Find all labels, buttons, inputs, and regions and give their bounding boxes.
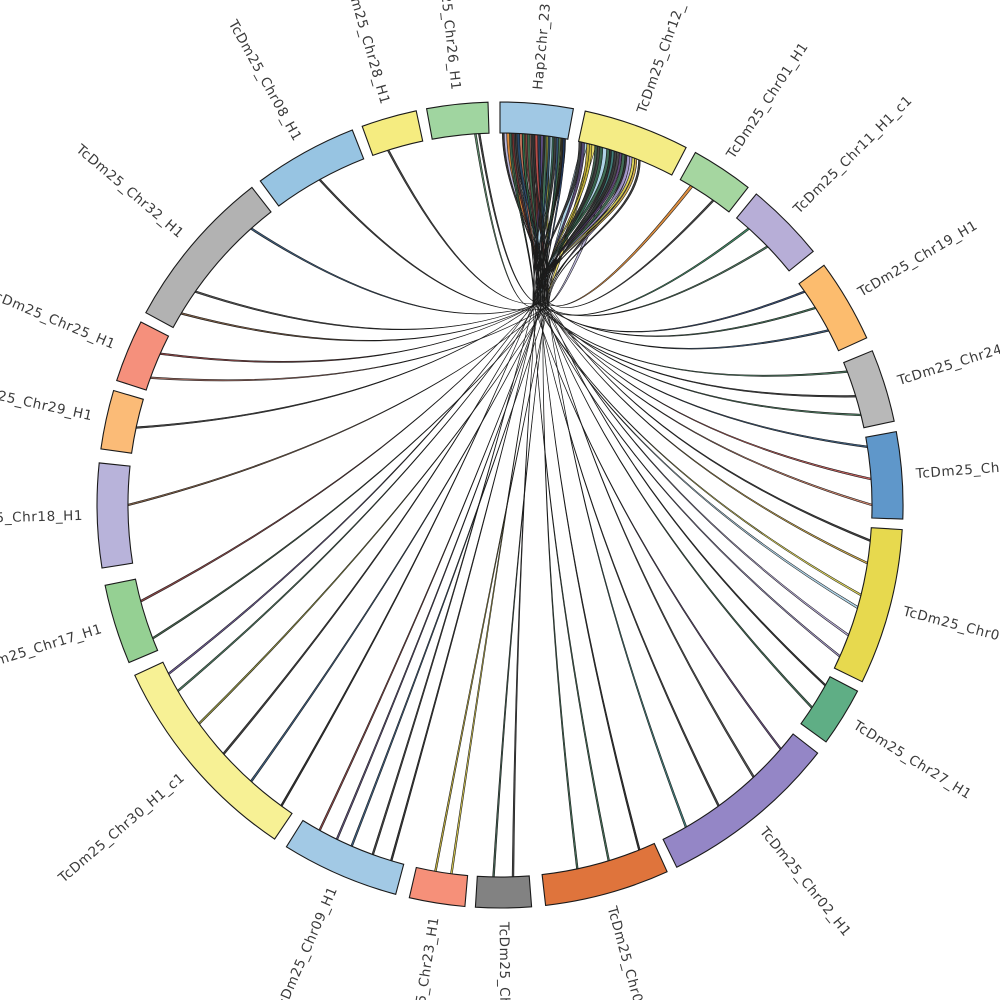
segment-label-TcDm25_Chr0_right: TcDm25_Chr0	[900, 603, 1000, 644]
chromosome-segment-TcDm25_Chr02_H1	[662, 733, 819, 868]
chromosome-segment-TcDm25_Chr19_H1	[798, 264, 868, 352]
chord-link	[546, 149, 688, 828]
chord-links-layer	[127, 132, 873, 878]
chromosome-segment-TcDm25_Chr12	[577, 110, 687, 176]
chromosome-segment-TcDm25_Chr0_bottom	[541, 842, 668, 907]
segment-label-TcDm25_Chr23_H1: TcDm25_Chr23_H1	[405, 916, 442, 1000]
segment-label-TcDm25_Chr12: TcDm25_Chr12_	[634, 1, 689, 117]
segment-label-TcDm25_Chr32_H1: TcDm25_Chr32_H1	[72, 141, 187, 242]
segment-label-TcDm25_Chr25_H1: TcDm25_Chr25_H1	[0, 286, 118, 353]
segment-label-TcDm25_Chr30_H1_c1: TcDm25_Chr30_H1_c1	[55, 770, 188, 887]
segment-label-TcDm25_Chr17_H1: TcDm25_Chr17_H1	[0, 621, 104, 677]
segment-label-TcDm25_Ch_bottom: TcDm25_Ch	[496, 921, 513, 1000]
segment-label-TcDm25_Chr27_H1: TcDm25_Chr27_H1	[850, 717, 975, 803]
chromosome-segment-TcDm25_Chr11_H1_c1	[735, 193, 814, 272]
chromosome-segment-TcDm25_Chr25_H1	[116, 321, 170, 391]
segment-label-TcDm25_Chr11_H1_c1: TcDm25_Chr11_H1_c1	[790, 93, 916, 218]
chromosome-segment-TcDm25_Chr26_H1	[425, 101, 490, 140]
chromosome-segment-TcDm25_Chr17_H1	[104, 578, 159, 664]
chromosome-segments-layer	[96, 101, 904, 909]
chromosome-segment-TcDm25_Chr0_right	[833, 527, 903, 683]
chromosome-segment-TcDm25_Chr08_H1	[259, 129, 365, 207]
chromosome-segment-TcDm25_Ch_bottom	[474, 875, 533, 909]
chord-link	[222, 136, 557, 756]
chromosome-segment-TcDm25_Chr24	[842, 350, 895, 429]
chromosome-segment-TcDm25_Chr01_H1	[679, 151, 749, 213]
segment-label-TcDm25_Ch_right: TcDm25_Ch	[914, 460, 1000, 482]
chord-link	[152, 134, 544, 640]
segment-label-TcDm25_Chr26_H1: TcDm25_Chr26_H1	[433, 0, 463, 91]
segment-label-Hap2chr_23: Hap2chr_23	[530, 2, 554, 90]
segment-label-TcDm25_Chr0_bottom: TcDm25_Chr0	[603, 904, 645, 1000]
segment-label-TcDm25_Chr08_H1: TcDm25_Chr08_H1	[224, 17, 304, 145]
chromosome-segment-Hap2chr_23	[499, 101, 575, 140]
segment-label-TcDm25_Chr29_H1: TcDm25_Chr29_H1	[0, 379, 94, 424]
chromosome-segment-TcDm25_Chr30_H1_c1	[134, 661, 293, 840]
segment-label-TcDm25_Chr02_H1: TcDm25_Chr02_H1	[756, 823, 855, 940]
chord-link	[450, 143, 593, 875]
chromosome-segment-TcDm25_Chr27_H1	[800, 676, 859, 743]
chromosome-segment-TcDm25_Chr09_H1	[285, 819, 405, 895]
segment-label-TcDm25_Chr24: TcDm25_Chr24	[895, 341, 1000, 389]
segment-label-TcDm25_Chr19_H1: TcDm25_Chr19_H1	[854, 217, 980, 300]
chord-link	[127, 134, 547, 507]
chord-link	[140, 134, 540, 603]
segment-label-TcDm25_Chr18_H1: TcDm25_Chr18_H1	[0, 508, 83, 528]
chord-link	[318, 132, 542, 832]
segment-label-TcDm25_Chr09_H1: TcDm25_Chr09_H1	[272, 884, 341, 1000]
chromosome-segment-TcDm25_Chr18_H1	[96, 462, 134, 569]
segment-label-TcDm25_Chr28_H1: TcDm25_Chr28_H1	[340, 0, 393, 106]
segment-label-TcDm25_Chr01_H1: TcDm25_Chr01_H1	[723, 39, 812, 162]
chromosome-segment-TcDm25_Chr29_H1	[100, 389, 144, 454]
chord-link	[280, 138, 566, 807]
chromosome-segment-TcDm25_Chr32_H1	[145, 186, 272, 329]
chromosome-segment-TcDm25_Ch_right	[865, 430, 904, 520]
chromosome-segment-TcDm25_Chr23_H1	[408, 866, 469, 908]
chromosome-segment-TcDm25_Chr28_H1	[361, 110, 424, 157]
